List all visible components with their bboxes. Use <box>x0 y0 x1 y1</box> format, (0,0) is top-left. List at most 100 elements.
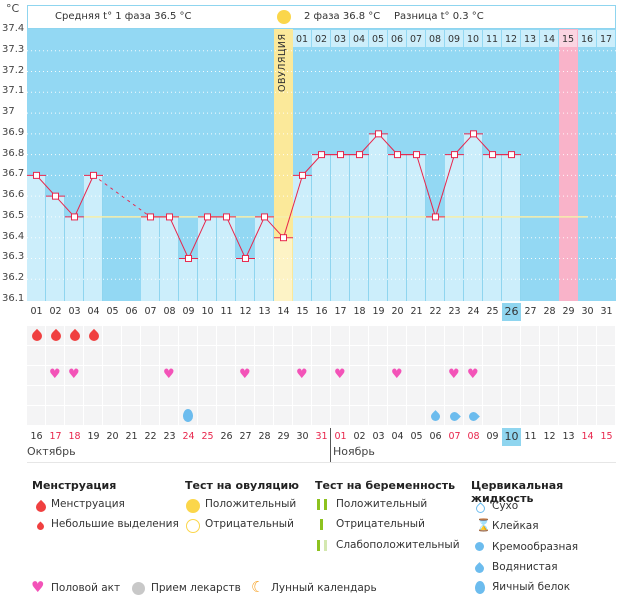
calendar-date-label[interactable]: 20 <box>106 431 119 442</box>
cycle-day-label[interactable]: 16 <box>315 306 328 317</box>
symbol-grid-cell[interactable] <box>369 346 387 365</box>
symbol-grid-cell[interactable] <box>84 366 102 385</box>
symbol-grid-cell[interactable] <box>350 346 368 365</box>
calendar-date-label[interactable]: 24 <box>182 431 195 442</box>
calendar-date-label[interactable]: 26 <box>220 431 233 442</box>
symbol-grid-cell[interactable] <box>255 386 273 405</box>
calendar-date-label[interactable]: 25 <box>201 431 214 442</box>
cycle-day-label[interactable]: 14 <box>277 306 290 317</box>
symbol-grid-cell[interactable] <box>27 366 45 385</box>
symbol-grid-cell[interactable] <box>597 386 615 405</box>
symbol-grid-cell[interactable] <box>274 366 292 385</box>
symbol-grid-cell[interactable] <box>350 326 368 345</box>
symbol-grid-cell[interactable] <box>464 326 482 345</box>
symbol-grid-cell[interactable] <box>160 366 178 385</box>
symbol-grid-cell[interactable] <box>293 406 311 425</box>
symbol-grid-cell[interactable] <box>274 386 292 405</box>
cycle-day-label[interactable]: 20 <box>391 306 404 317</box>
symbol-grid-cell[interactable] <box>502 326 520 345</box>
symbol-grid-cell[interactable] <box>597 326 615 345</box>
calendar-date-label[interactable]: 16 <box>30 431 43 442</box>
calendar-date-label[interactable]: 30 <box>296 431 309 442</box>
symbol-grid-cell[interactable] <box>445 386 463 405</box>
symbol-grid-cell[interactable] <box>426 326 444 345</box>
cycle-day-label[interactable]: 28 <box>543 306 556 317</box>
symbol-grid-cell[interactable] <box>27 386 45 405</box>
symbol-grid-cell[interactable] <box>540 366 558 385</box>
symbol-grid-cell[interactable] <box>312 326 330 345</box>
symbol-grid-cell[interactable] <box>312 346 330 365</box>
symbol-grid-cell[interactable] <box>217 326 235 345</box>
symbol-grid-cell[interactable] <box>160 386 178 405</box>
symbol-grid-cell[interactable] <box>84 406 102 425</box>
symbol-grid-cell[interactable] <box>331 386 349 405</box>
calendar-date-label[interactable]: 10 <box>502 428 521 446</box>
symbol-grid-cell[interactable] <box>407 366 425 385</box>
cycle-day-label[interactable]: 05 <box>106 306 119 317</box>
symbol-grid-cell[interactable] <box>103 386 121 405</box>
symbol-grid-cell[interactable] <box>122 346 140 365</box>
calendar-date-label[interactable]: 09 <box>486 431 499 442</box>
calendar-date-label[interactable]: 14 <box>581 431 594 442</box>
symbol-grid-cell[interactable] <box>426 386 444 405</box>
cycle-day-label[interactable]: 09 <box>182 306 195 317</box>
calendar-date-label[interactable]: 18 <box>68 431 81 442</box>
symbol-grid-cell[interactable] <box>141 406 159 425</box>
symbol-grid-cell[interactable] <box>198 346 216 365</box>
calendar-date-label[interactable]: 21 <box>125 431 138 442</box>
symbol-grid-cell[interactable] <box>521 386 539 405</box>
cycle-day-label[interactable]: 02 <box>49 306 62 317</box>
cycle-day-label[interactable]: 25 <box>486 306 499 317</box>
cycle-day-label[interactable]: 22 <box>429 306 442 317</box>
symbol-grid-cell[interactable] <box>103 326 121 345</box>
symbol-grid-cell[interactable] <box>483 326 501 345</box>
calendar-date-label[interactable]: 13 <box>562 431 575 442</box>
symbol-grid-cell[interactable] <box>122 386 140 405</box>
calendar-date-label[interactable]: 08 <box>467 431 480 442</box>
symbol-grid-cell[interactable] <box>578 406 596 425</box>
cycle-day-label[interactable]: 27 <box>524 306 537 317</box>
cycle-day-label[interactable]: 24 <box>467 306 480 317</box>
symbol-grid-cell[interactable] <box>274 346 292 365</box>
symbol-grid-cell[interactable] <box>179 366 197 385</box>
symbol-grid-cell[interactable] <box>141 386 159 405</box>
cycle-day-label[interactable]: 04 <box>87 306 100 317</box>
symbol-grid-cell[interactable] <box>407 346 425 365</box>
symbol-grid-cell[interactable] <box>46 366 64 385</box>
cycle-day-label[interactable]: 29 <box>562 306 575 317</box>
symbol-grid-cell[interactable] <box>540 386 558 405</box>
symbol-grid-cell[interactable] <box>502 386 520 405</box>
symbol-grid-cell[interactable] <box>122 406 140 425</box>
symbol-grid-cell[interactable] <box>236 366 254 385</box>
symbol-grid-cell[interactable] <box>141 326 159 345</box>
symbol-grid-cell[interactable] <box>597 346 615 365</box>
symbol-grid-cell[interactable] <box>578 386 596 405</box>
cycle-day-label[interactable]: 11 <box>220 306 233 317</box>
symbol-grid-cell[interactable] <box>464 386 482 405</box>
symbol-grid-cell[interactable] <box>274 326 292 345</box>
symbol-grid-cell[interactable] <box>27 406 45 425</box>
symbol-grid-cell[interactable] <box>369 326 387 345</box>
symbol-grid-cell[interactable] <box>103 346 121 365</box>
calendar-date-label[interactable]: 04 <box>391 431 404 442</box>
symbol-grid-cell[interactable] <box>578 326 596 345</box>
symbol-grid-cell[interactable] <box>198 406 216 425</box>
symbol-grid-cell[interactable] <box>217 386 235 405</box>
symbol-grid-cell[interactable] <box>578 366 596 385</box>
symbol-grid-cell[interactable] <box>255 326 273 345</box>
calendar-date-label[interactable]: 07 <box>448 431 461 442</box>
symbol-grid-cell[interactable] <box>217 346 235 365</box>
symbol-grid-cell[interactable] <box>198 366 216 385</box>
symbol-grid-cell[interactable] <box>559 366 577 385</box>
symbol-grid-cell[interactable] <box>388 366 406 385</box>
symbol-grid-cell[interactable] <box>445 346 463 365</box>
symbol-grid-cell[interactable] <box>521 406 539 425</box>
symbol-grid-cell[interactable] <box>65 406 83 425</box>
symbol-grid-cell[interactable] <box>407 326 425 345</box>
calendar-date-label[interactable]: 15 <box>600 431 613 442</box>
calendar-date-label[interactable]: 31 <box>315 431 328 442</box>
symbol-grid-cell[interactable] <box>236 326 254 345</box>
symbol-grid-cell[interactable] <box>236 386 254 405</box>
symbol-grid-cell[interactable] <box>502 406 520 425</box>
cycle-day-label[interactable]: 06 <box>125 306 138 317</box>
